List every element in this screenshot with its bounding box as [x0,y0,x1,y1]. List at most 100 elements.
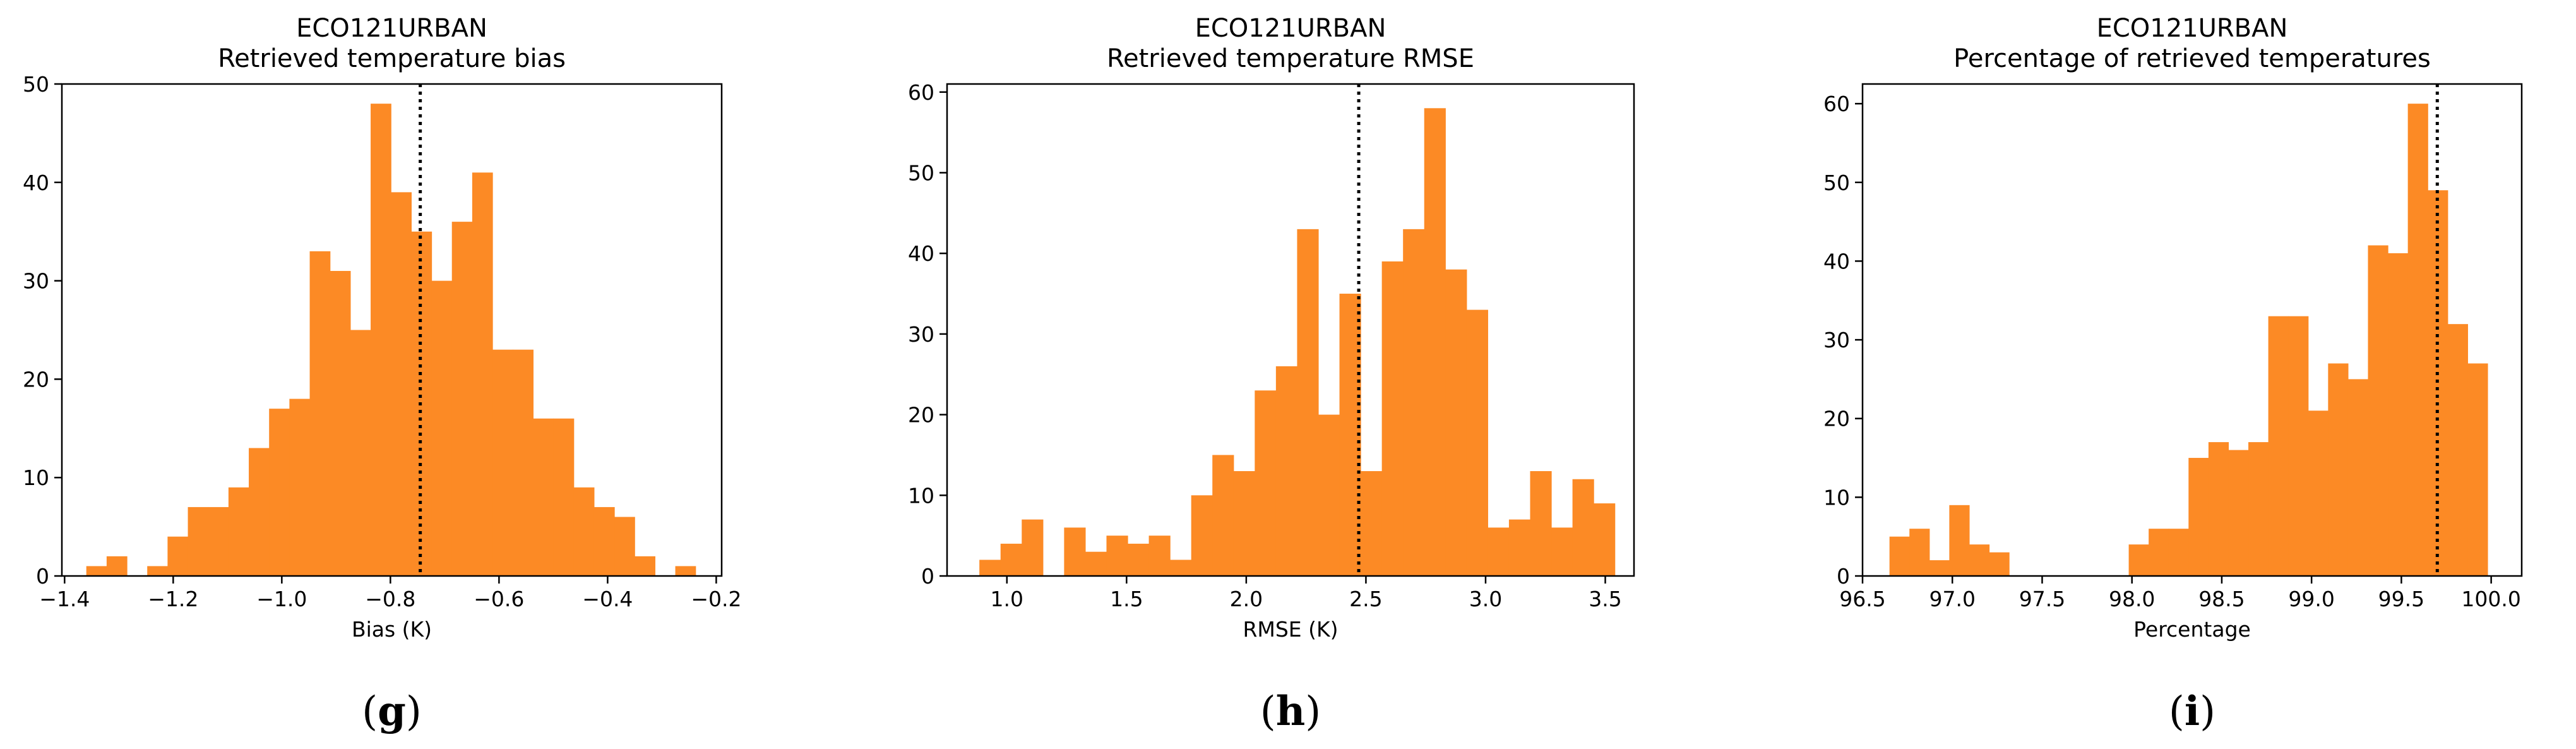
x-tick-label: −0.4 [582,587,633,611]
x-tick-label: −0.8 [365,587,415,611]
chart-subtitle: Retrieved temperature RMSE [1107,44,1474,73]
y-tick-label: 20 [908,403,934,428]
histogram-bar [1275,366,1298,576]
y-tick-label: 50 [1823,171,1850,195]
y-tick-label: 40 [23,171,49,195]
y-tick-label: 0 [1837,564,1850,589]
x-tick-label: −1.4 [39,587,90,611]
histogram-bar [1488,527,1510,576]
x-tick-label: 2.0 [1230,587,1263,611]
histogram-bar [2248,442,2269,576]
x-tick-label: 1.5 [1110,587,1143,611]
y-tick-label: 60 [1823,92,1850,116]
plot-frame [61,83,723,577]
histogram-bar [1403,229,1425,576]
histogram-bar [1551,527,1573,576]
histogram-bar [2208,442,2229,576]
histogram-bar [1381,261,1404,576]
y-tick-label: 20 [1823,407,1850,431]
histogram-bar [249,448,270,576]
histogram-bar [1212,455,1234,576]
chart-title: ECO121URBAN [1195,14,1386,43]
histogram-bar [492,349,513,576]
histogram-bar [1508,519,1531,576]
plot-frame [946,83,1635,577]
histogram-bar [2188,458,2209,576]
histogram-bar [309,251,331,576]
y-tick-label: 30 [908,322,934,347]
histogram-bar [350,330,371,576]
histogram-bar [2168,529,2189,576]
histogram-bar [1255,390,1277,576]
histogram-bar [1361,470,1383,576]
histogram-bar [1064,527,1086,576]
x-tick-label: 97.0 [1929,587,1975,611]
x-tick-label: −1.0 [256,587,307,611]
x-tick-label: 3.0 [1469,587,1502,611]
histogram-bar [614,517,635,576]
histogram-bar [1530,470,1552,576]
y-tick-label: 30 [23,269,49,294]
chart-subtitle: Percentage of retrieved temperatures [1953,44,2431,73]
histogram-bar [1318,414,1340,576]
histogram-bar [188,506,209,576]
chart-title: ECO121URBAN [2097,14,2288,43]
histogram-bar [289,398,311,576]
chart-subtitle: Retrieved temperature bias [218,44,566,73]
histogram-bar [391,192,412,576]
histogram-bar [472,172,493,577]
histogram-bar [2268,316,2289,576]
panel-label: (g) [362,688,422,735]
x-tick-label: 97.5 [2019,587,2065,611]
histogram-bar [147,566,168,576]
plot-frame [1861,83,2523,577]
histogram-bar [533,418,554,576]
y-tick-label: 50 [23,72,49,97]
y-tick-label: 50 [908,160,934,185]
histogram-bar [1022,519,1044,576]
histogram-bar [2228,450,2249,576]
histogram-bar [675,566,696,576]
histogram-bar [1297,229,1319,576]
histogram-bar [2308,410,2329,576]
y-tick-label: 10 [23,465,49,490]
x-axis-label: RMSE (K) [1243,617,1338,642]
histogram-bar [1889,536,1910,576]
histogram-bar [451,222,473,576]
y-tick-label: 60 [908,80,934,105]
y-tick-label: 10 [908,483,934,508]
histogram-bar [1233,470,1255,576]
x-tick-label: −1.2 [148,587,198,611]
x-axis-label: Bias (K) [352,617,432,642]
histogram-bar [208,506,229,576]
x-tick-label: 98.0 [2109,587,2155,611]
histogram-bar [1106,536,1128,576]
histogram-bar [1989,552,2010,576]
histogram-bar [86,566,107,576]
histogram-bar [635,556,655,576]
histogram-bar [2149,529,2169,576]
histogram-bar [2428,190,2448,576]
histogram-bar [1128,543,1150,576]
y-tick-label: 20 [23,367,49,392]
histogram-bar [1466,309,1488,576]
histogram-bar [167,536,189,576]
histogram-bar [1572,479,1594,576]
histogram-bar [1594,503,1616,576]
histogram-bar [1424,108,1446,577]
y-tick-label: 40 [1823,249,1850,273]
histogram-bar [593,506,615,576]
x-tick-label: −0.2 [691,587,741,611]
histogram-bar [513,349,534,576]
histogram-bar [1148,536,1171,576]
y-tick-label: 0 [921,564,934,589]
histogram-bar [2288,316,2309,576]
histogram-bar [1949,505,1970,576]
histogram-bar [371,104,391,576]
y-tick-label: 40 [908,241,934,266]
histogram-bar [1000,543,1022,576]
histogram-bar [106,556,128,576]
histogram-bar [269,409,290,576]
